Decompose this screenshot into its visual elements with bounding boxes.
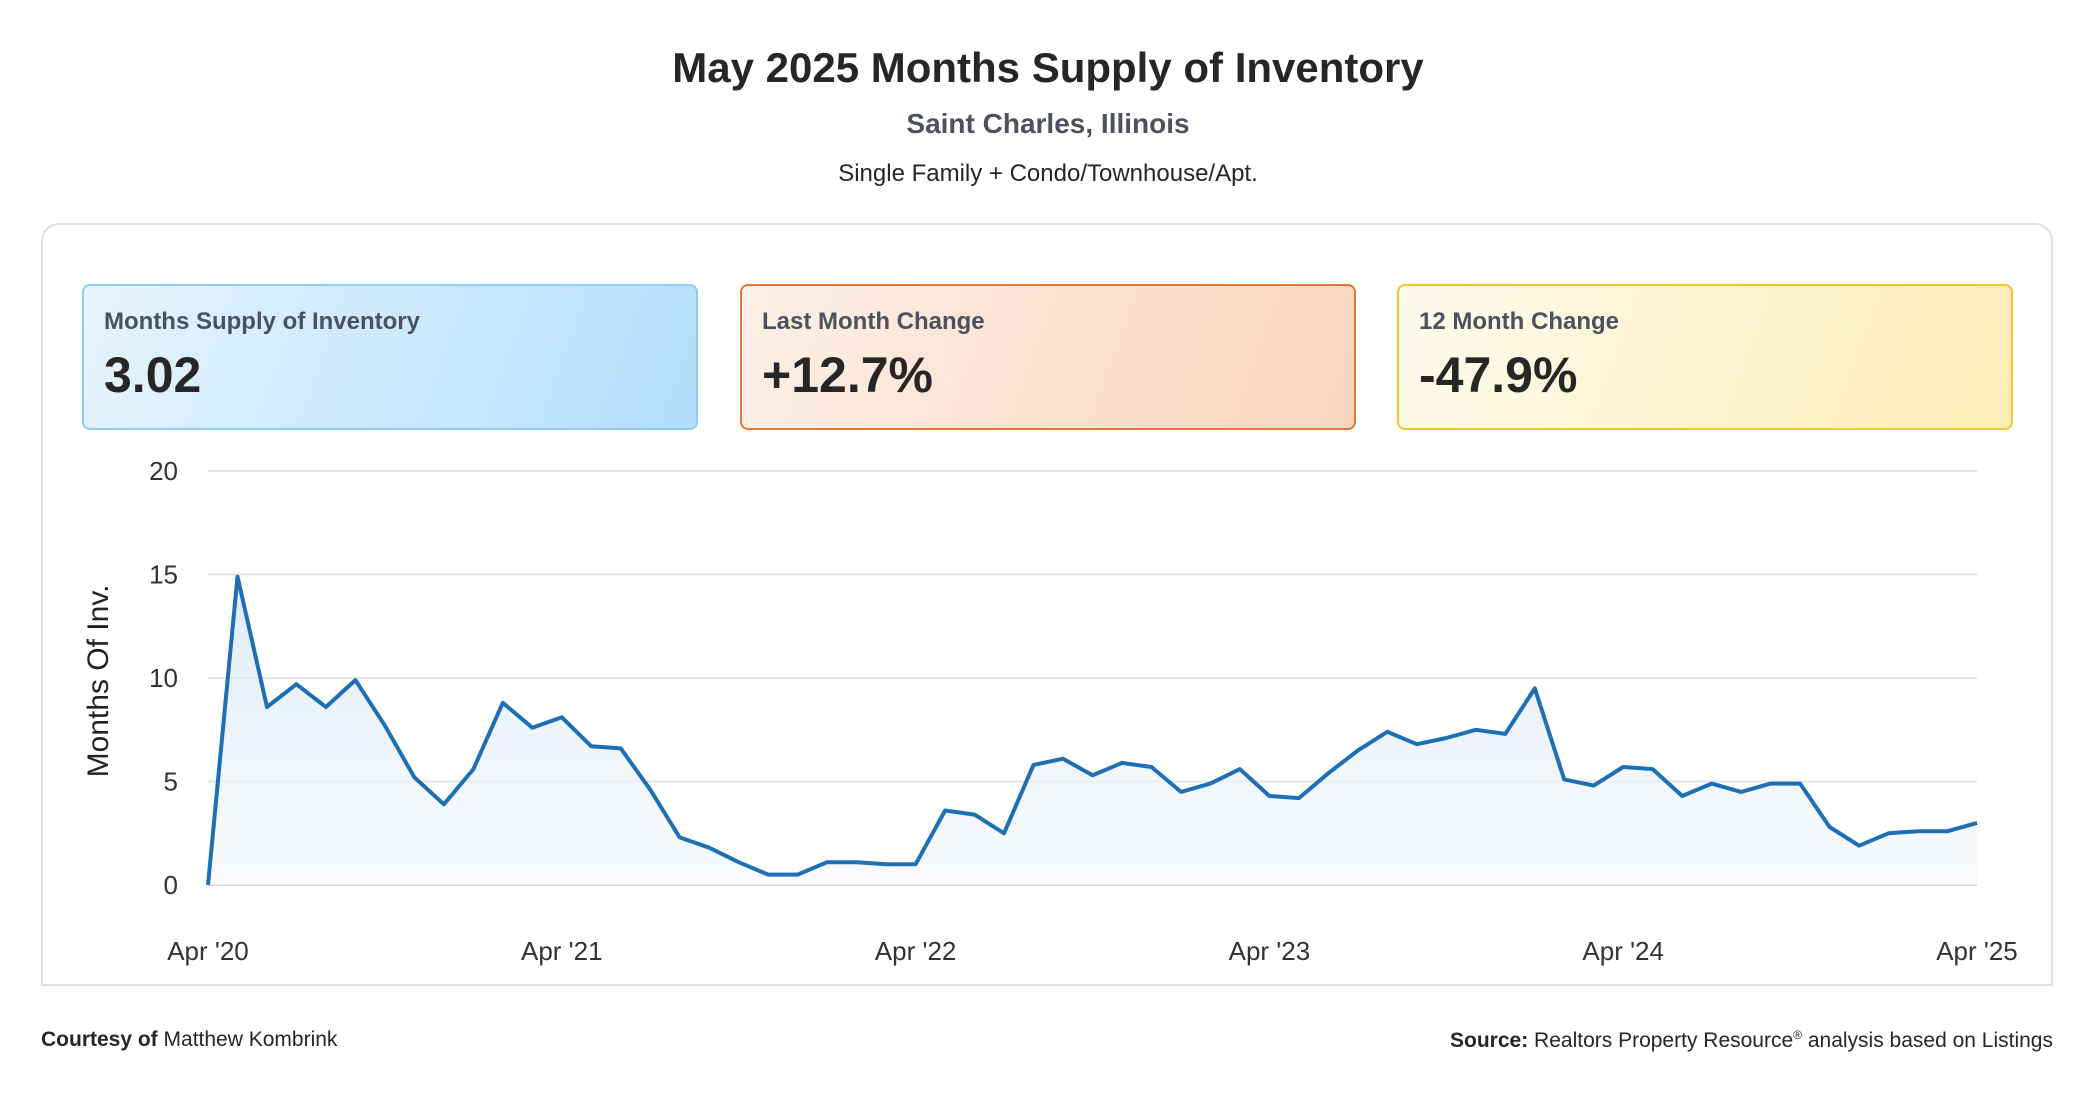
card-label: 12 Month Change xyxy=(1419,308,1620,335)
twelve-month-change-card: 12 Month Change -47.9% xyxy=(1397,284,2013,430)
y-tick-label: 20 xyxy=(149,456,178,486)
x-tick-label: Apr '22 xyxy=(875,936,957,966)
page-title: May 2025 Months Supply of Inventory xyxy=(672,44,1424,91)
card-value: -47.9% xyxy=(1419,347,1578,403)
source-text-suffix: analysis based on Listings xyxy=(1802,1029,2053,1052)
page-subtitle: Saint Charles, Illinois xyxy=(906,108,1190,139)
months-supply-card: Months Supply of Inventory 3.02 xyxy=(82,284,698,430)
y-tick-label: 0 xyxy=(164,870,178,900)
courtesy-footer: Courtesy of Matthew Kombrink xyxy=(41,1028,337,1052)
source-footer: Source: Realtors Property Resource® anal… xyxy=(1450,1028,2053,1053)
property-segment: Single Family + Condo/Townhouse/Apt. xyxy=(838,160,1258,187)
courtesy-label: Courtesy of xyxy=(41,1028,158,1051)
y-axis-ticks: 0 5 10 15 20 xyxy=(149,456,178,900)
card-value: +12.7% xyxy=(762,347,933,403)
card-label: Last Month Change xyxy=(762,308,985,335)
x-tick-label: Apr '24 xyxy=(1582,936,1664,966)
x-tick-label: Apr '25 xyxy=(1936,936,2018,966)
last-month-change-card: Last Month Change +12.7% xyxy=(740,284,1356,430)
courtesy-name: Matthew Kombrink xyxy=(163,1028,338,1051)
y-tick-label: 10 xyxy=(149,663,178,693)
series-area xyxy=(208,576,1977,885)
y-tick-label: 15 xyxy=(149,560,178,590)
card-value: 3.02 xyxy=(104,347,202,403)
source-label: Source: xyxy=(1450,1029,1529,1052)
y-axis-label: Months Of Inv. xyxy=(82,585,115,778)
registered-mark: ® xyxy=(1793,1028,1802,1042)
x-tick-label: Apr '20 xyxy=(167,936,249,966)
x-axis-ticks: Apr '20 Apr '21 Apr '22 Apr '23 Apr '24 Apr '… xyxy=(167,936,2018,966)
y-tick-label: 5 xyxy=(164,767,178,797)
x-tick-label: Apr '21 xyxy=(521,936,603,966)
series-points xyxy=(207,576,1978,886)
x-tick-label: Apr '23 xyxy=(1229,936,1311,966)
source-text: Realtors Property Resource xyxy=(1534,1029,1794,1052)
card-label: Months Supply of Inventory xyxy=(104,308,420,335)
